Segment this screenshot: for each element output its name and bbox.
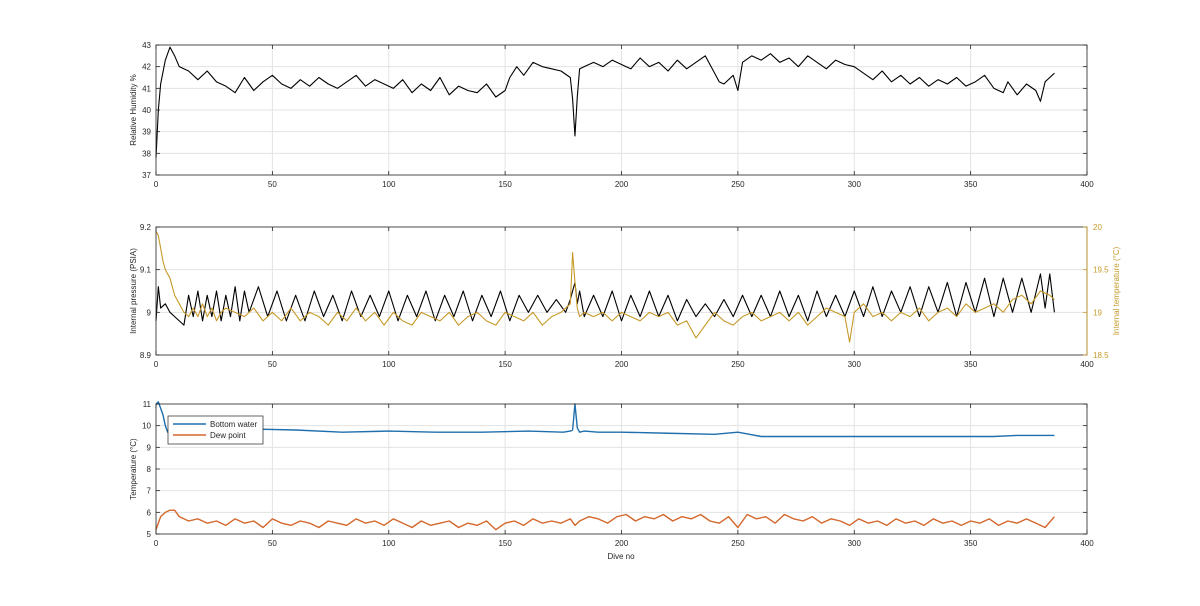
x-tick-label: 0 — [154, 180, 159, 189]
x-tick-label: 400 — [1080, 360, 1094, 369]
panel-humidity: 0 50 100 150 200 250 300 350 400 37 38 39 40 41 42 43 Re… — [129, 41, 1094, 189]
x-axis-label: Dive no — [607, 552, 635, 561]
y-axis-label: Relative Humidity % — [129, 74, 138, 146]
series-line-humidity-0 — [155, 46, 1055, 158]
x-tick-label: 350 — [964, 539, 978, 548]
x-tick-label: 300 — [848, 539, 862, 548]
y-tick-label: 42 — [142, 63, 151, 72]
x-tick-label: 0 — [154, 360, 159, 369]
x-tick-label: 300 — [848, 180, 862, 189]
x-tick-label: 200 — [615, 180, 629, 189]
legend-label: Bottom water — [210, 420, 257, 429]
x-tick-label: 150 — [498, 180, 512, 189]
series-line-pressure-1 — [155, 231, 1055, 343]
legend-box — [167, 415, 264, 445]
legend-label: Dew point — [210, 431, 246, 440]
x-tick-label: 400 — [1080, 180, 1094, 189]
y-tick-label: 5 — [147, 530, 152, 539]
x-tick-label: 400 — [1080, 539, 1094, 548]
y-tick-label: 38 — [142, 149, 151, 158]
legend: Bottom water Dew point — [167, 415, 264, 445]
x-tick-label: 150 — [498, 360, 512, 369]
x-tick-label: 250 — [731, 360, 745, 369]
y-tick-label: 43 — [142, 41, 151, 50]
y-tick-label: 9 — [147, 443, 152, 452]
y-axis-label: Internal pressure (PSIA) — [129, 248, 138, 334]
x-tick-label: 50 — [268, 539, 277, 548]
y-tick-label: 8 — [147, 465, 152, 474]
series-line-temperature-1 — [155, 509, 1055, 531]
y-right-axis-label: Internal temperature (°C) — [1112, 246, 1121, 335]
x-tick-label: 100 — [382, 539, 396, 548]
x-tick-label: 200 — [615, 360, 629, 369]
panel-temperature: 0 50 100 150 200 250 300 350 400 5 6 7 8 9 10 11 Tempera… — [129, 400, 1094, 548]
x-tick-label: 50 — [268, 180, 277, 189]
panel-pressure: 0 50 100 150 200 250 300 350 400 8.9 9 9.1 9.2 Intern… — [129, 223, 1121, 369]
x-tick-label: 250 — [731, 539, 745, 548]
y-tick-label: 6 — [147, 508, 152, 517]
y-tick-label: 9 — [147, 308, 152, 317]
x-tick-label: 150 — [498, 539, 512, 548]
y-right-tick-label: 19 — [1093, 308, 1102, 317]
y-right-tick-label: 18.5 — [1093, 351, 1109, 360]
x-tick-label: 300 — [848, 360, 862, 369]
y-tick-label: 11 — [143, 400, 152, 409]
y-tick-label: 8.9 — [140, 351, 152, 360]
x-tick-label: 100 — [382, 360, 396, 369]
x-tick-label: 200 — [615, 539, 629, 548]
x-tick-label: 50 — [268, 360, 277, 369]
y-tick-label: 9.2 — [140, 223, 152, 232]
x-tick-label: 100 — [382, 180, 396, 189]
y-tick-label: 9.1 — [140, 266, 152, 275]
x-tick-label: 250 — [731, 180, 745, 189]
y-tick-label: 10 — [142, 422, 151, 431]
x-tick-label: 350 — [964, 180, 978, 189]
y-tick-label: 7 — [147, 487, 152, 496]
y-right-tick-label: 19.5 — [1093, 266, 1109, 275]
x-tick-label: 0 — [154, 539, 159, 548]
y-right-tick-label: 20 — [1093, 223, 1102, 232]
y-tick-label: 37 — [142, 171, 151, 180]
y-tick-label: 39 — [142, 128, 151, 137]
y-tick-label: 41 — [142, 84, 151, 93]
x-tick-label: 350 — [964, 360, 978, 369]
y-tick-label: 40 — [142, 106, 151, 115]
y-axis-label: Temperature (°C) — [129, 438, 138, 500]
